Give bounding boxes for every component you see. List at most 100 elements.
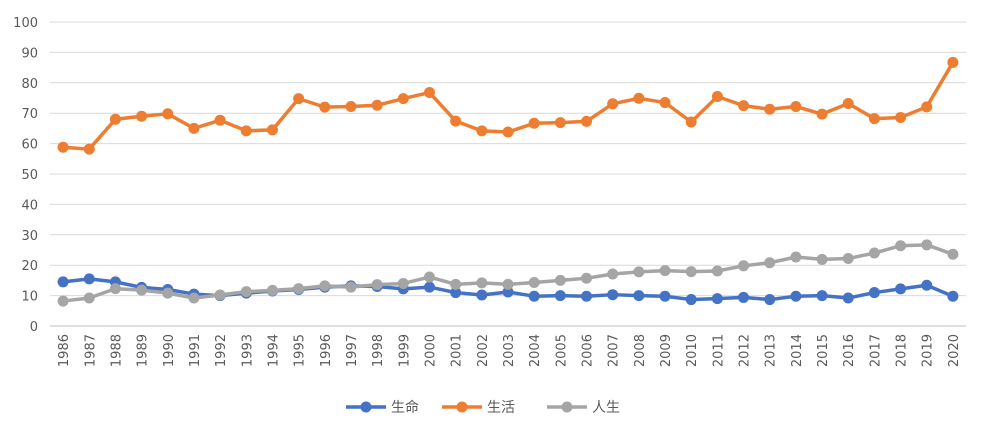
x-tick-label: 1999 bbox=[397, 334, 412, 367]
data-point bbox=[868, 287, 880, 299]
data-point bbox=[83, 273, 95, 285]
data-point bbox=[57, 295, 69, 307]
data-point bbox=[947, 290, 959, 302]
x-axis: 1986 1987 1988 1989 1990 1991 1992 1993 1994 1995… bbox=[57, 334, 962, 367]
x-tick-label: 2016 bbox=[842, 334, 857, 367]
x-tick-label: 1992 bbox=[214, 334, 229, 367]
legend-label: 人生 bbox=[592, 400, 620, 416]
data-point bbox=[816, 108, 828, 120]
data-point bbox=[816, 253, 828, 265]
data-point bbox=[790, 251, 802, 263]
legend: 生命 生活 人生 bbox=[346, 399, 620, 416]
legend-item: 生活 bbox=[442, 400, 515, 416]
data-point bbox=[764, 257, 776, 269]
data-point bbox=[57, 141, 69, 153]
data-point bbox=[842, 97, 854, 109]
data-point bbox=[319, 280, 331, 292]
data-point bbox=[895, 283, 907, 295]
data-point bbox=[528, 290, 540, 302]
x-tick-label: 1998 bbox=[371, 334, 386, 367]
data-point bbox=[188, 292, 200, 304]
data-point bbox=[842, 292, 854, 304]
y-tick-label: 0 bbox=[30, 320, 38, 335]
data-point bbox=[685, 294, 697, 306]
data-point bbox=[711, 265, 723, 277]
data-point bbox=[633, 290, 645, 302]
data-point bbox=[345, 281, 357, 293]
data-point bbox=[345, 101, 357, 113]
x-tick-label: 2004 bbox=[528, 334, 543, 367]
x-tick-label: 1993 bbox=[240, 334, 255, 367]
x-tick-label: 2006 bbox=[581, 334, 596, 367]
data-point bbox=[816, 290, 828, 302]
data-point bbox=[528, 117, 540, 129]
data-point bbox=[790, 290, 802, 302]
data-point bbox=[266, 124, 278, 136]
data-point bbox=[738, 291, 750, 303]
data-point bbox=[476, 125, 488, 137]
x-tick-label: 2014 bbox=[790, 334, 805, 367]
data-point bbox=[921, 101, 933, 113]
data-point bbox=[162, 287, 174, 299]
data-point bbox=[502, 286, 514, 298]
data-point bbox=[764, 294, 776, 306]
data-point bbox=[947, 56, 959, 68]
data-point bbox=[423, 281, 435, 293]
data-point bbox=[57, 276, 69, 288]
data-point bbox=[528, 277, 540, 289]
y-tick-label: 70 bbox=[21, 107, 38, 122]
x-tick-label: 2009 bbox=[659, 334, 674, 367]
x-tick-label: 1997 bbox=[345, 334, 360, 367]
data-point bbox=[371, 279, 383, 291]
data-point bbox=[554, 290, 566, 302]
data-point bbox=[240, 125, 252, 137]
x-tick-label: 2000 bbox=[423, 334, 438, 367]
data-point bbox=[659, 265, 671, 277]
data-point bbox=[136, 284, 148, 296]
data-point bbox=[214, 289, 226, 301]
y-tick-label: 50 bbox=[21, 168, 38, 183]
legend-swatch-marker bbox=[561, 401, 573, 413]
legend-swatch-marker bbox=[456, 401, 468, 413]
x-tick-label: 2011 bbox=[711, 334, 726, 367]
data-point bbox=[214, 114, 226, 126]
y-tick-label: 30 bbox=[21, 229, 38, 244]
data-point bbox=[895, 240, 907, 252]
data-point bbox=[633, 266, 645, 278]
x-tick-label: 2018 bbox=[895, 334, 910, 367]
data-point bbox=[685, 266, 697, 278]
data-point bbox=[711, 90, 723, 102]
series-1 bbox=[57, 56, 959, 155]
y-tick-label: 90 bbox=[21, 46, 38, 61]
y-tick-label: 20 bbox=[21, 259, 38, 274]
data-point bbox=[554, 117, 566, 129]
data-point bbox=[397, 93, 409, 105]
y-tick-label: 100 bbox=[13, 16, 38, 31]
x-tick-label: 2005 bbox=[554, 334, 569, 367]
data-point bbox=[711, 293, 723, 305]
data-point bbox=[659, 97, 671, 109]
legend-label: 生命 bbox=[391, 399, 419, 416]
x-tick-label: 2002 bbox=[476, 334, 491, 367]
data-point bbox=[109, 283, 121, 295]
data-point bbox=[136, 110, 148, 122]
data-point bbox=[83, 292, 95, 304]
data-point bbox=[476, 289, 488, 301]
x-tick-label: 1991 bbox=[188, 334, 203, 367]
data-point bbox=[240, 286, 252, 298]
y-tick-label: 10 bbox=[21, 290, 38, 305]
data-point bbox=[581, 290, 593, 302]
data-point bbox=[266, 284, 278, 296]
data-point bbox=[895, 111, 907, 123]
x-tick-label: 1988 bbox=[109, 334, 124, 367]
series-2 bbox=[57, 239, 959, 307]
data-point bbox=[738, 260, 750, 272]
y-tick-label: 80 bbox=[21, 77, 38, 92]
data-point bbox=[738, 100, 750, 112]
x-tick-label: 2003 bbox=[502, 334, 517, 367]
data-point bbox=[633, 92, 645, 104]
data-point bbox=[790, 101, 802, 113]
series-lines bbox=[57, 56, 959, 307]
data-point bbox=[842, 253, 854, 265]
